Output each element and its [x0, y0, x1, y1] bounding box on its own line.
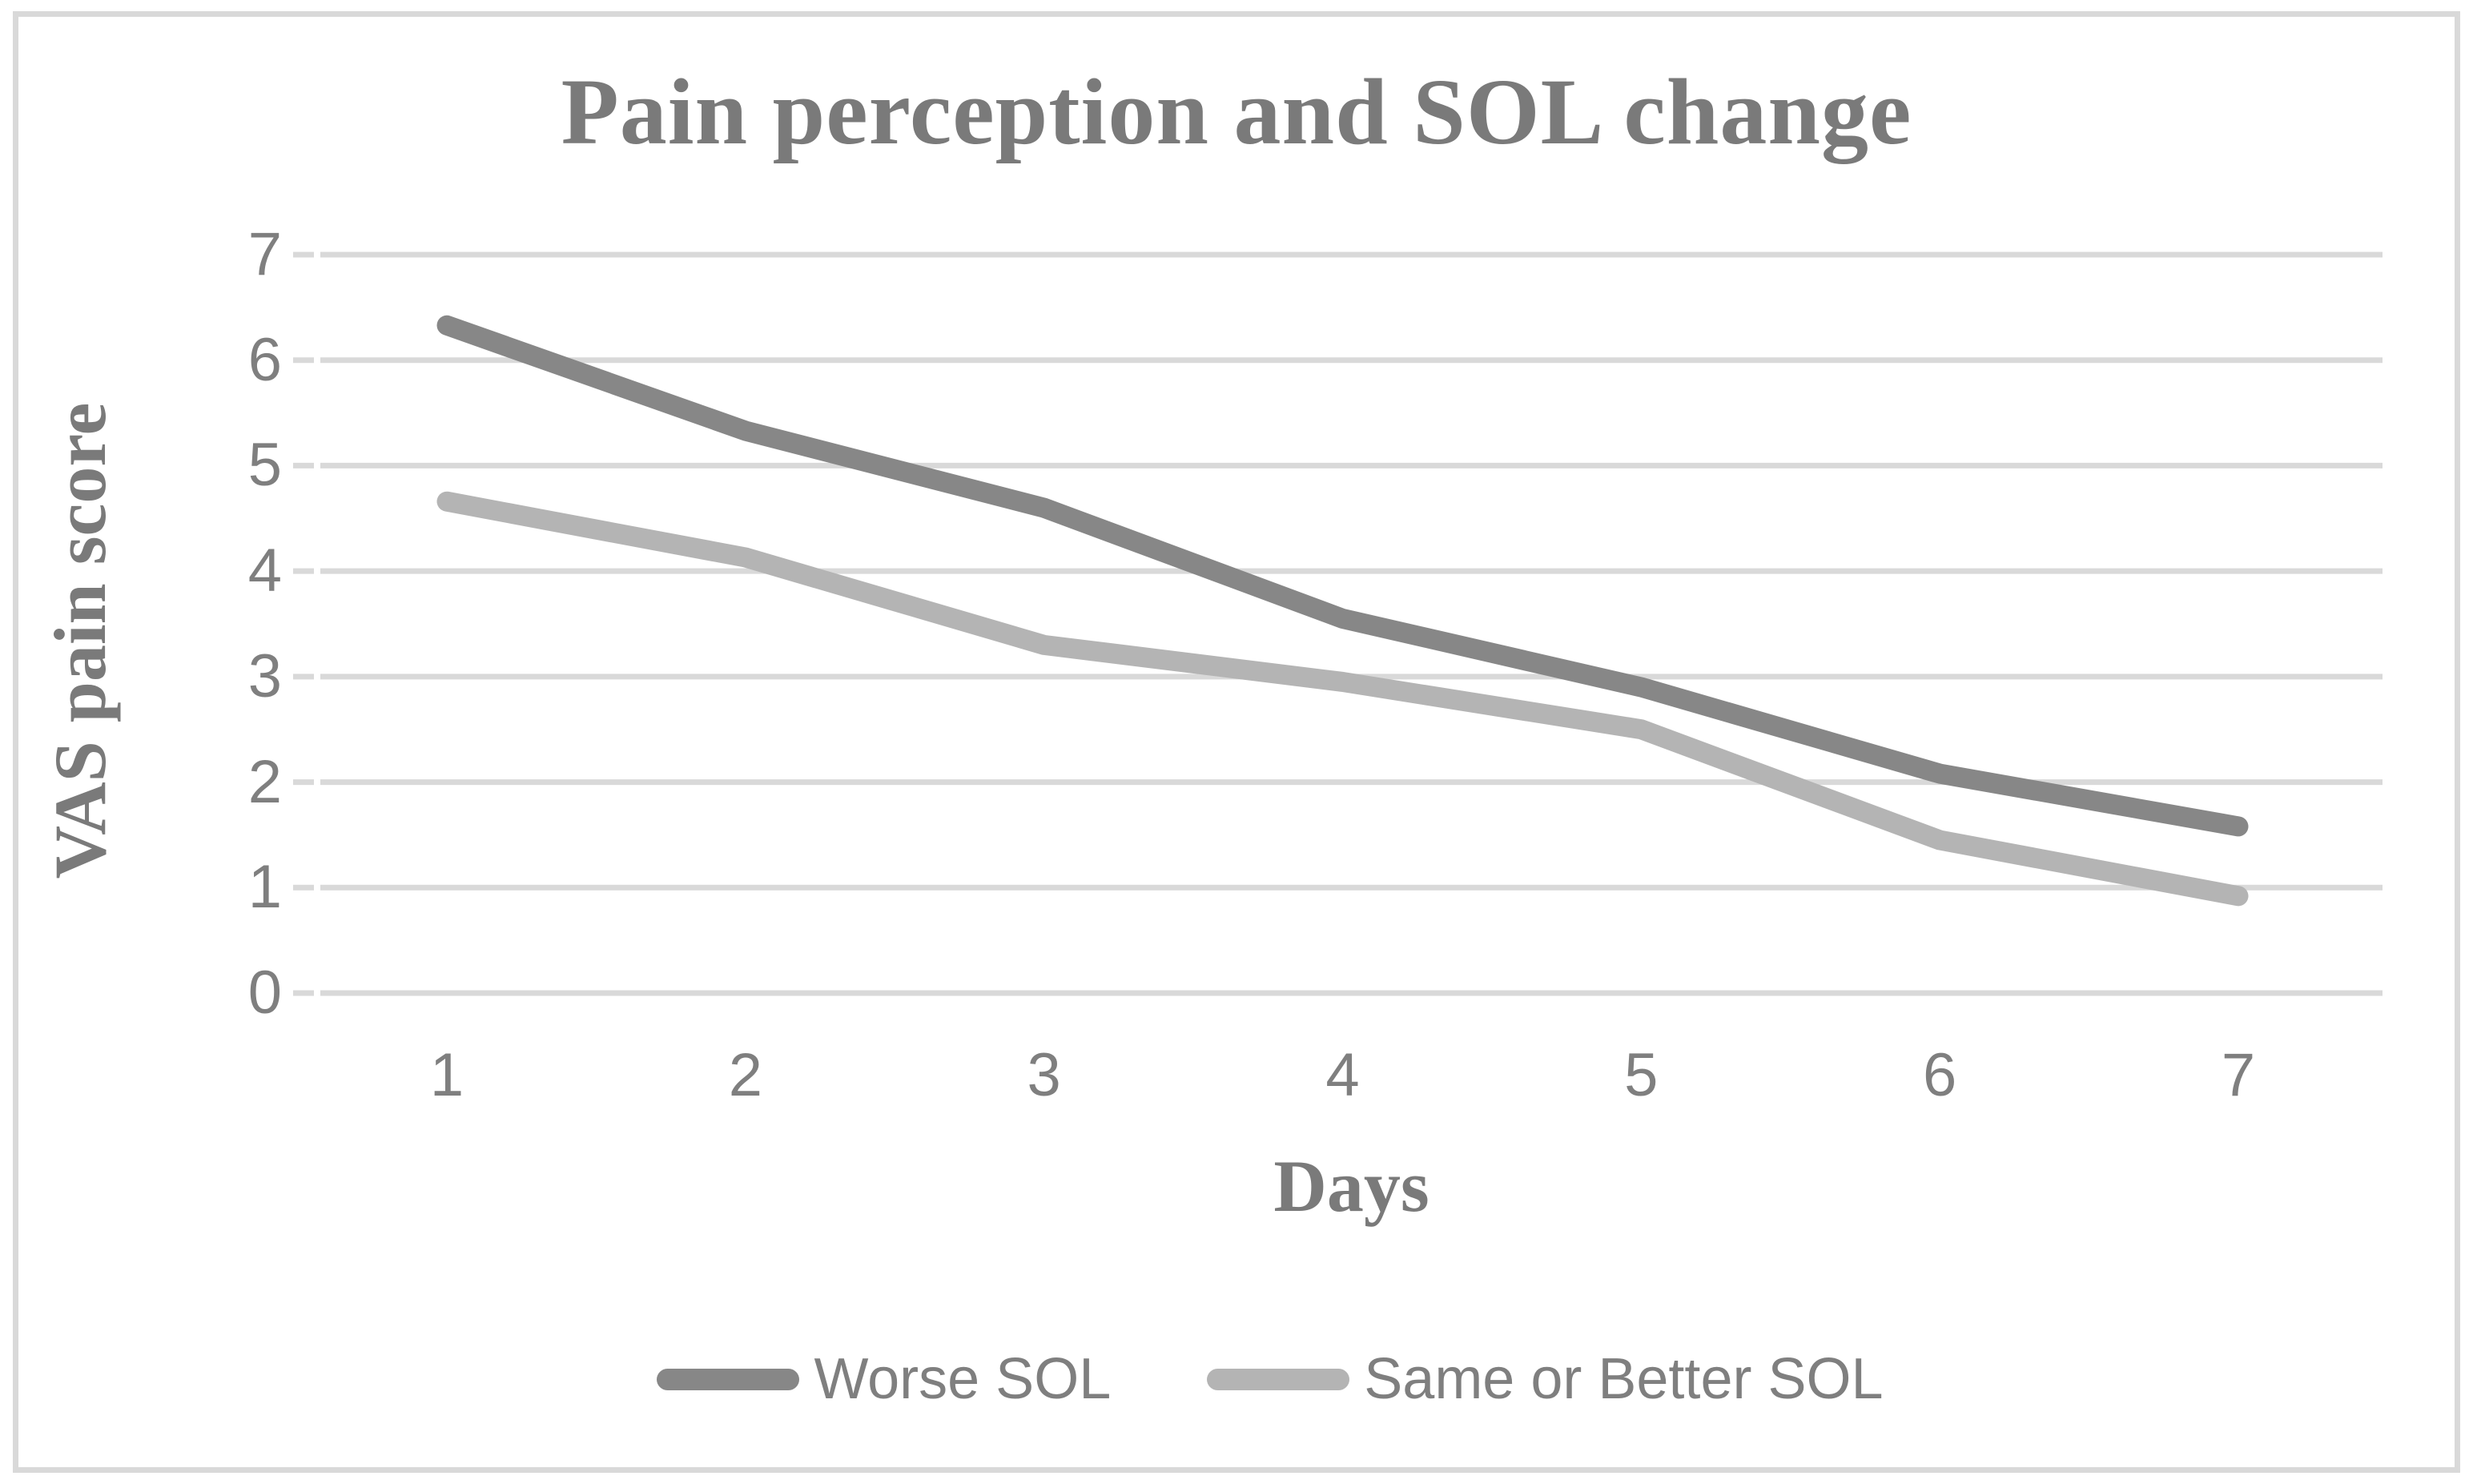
series-line-worse-sol: [436, 315, 2249, 837]
legend: Worse SOL Same or Better SOL: [34, 1331, 2473, 1427]
x-tick-label-1: 1: [429, 1041, 464, 1109]
legend-swatch-worse-sol: [657, 1368, 800, 1390]
y-tick-label-7: 7: [247, 220, 282, 288]
y-tick-label-4: 4: [247, 537, 282, 605]
y-tick-label-1: 1: [247, 853, 282, 922]
x-tick-label-3: 3: [1027, 1041, 1061, 1109]
x-axis-title: Days: [1273, 1145, 1430, 1227]
y-tick-label-2: 2: [247, 747, 282, 816]
x-tick-label-7: 7: [2221, 1041, 2256, 1109]
legend-item-same-or-better-sol: Same or Better SOL: [1207, 1346, 1884, 1412]
x-tick-label-6: 6: [1923, 1041, 1957, 1109]
chart-title: Pain perception and SOL change: [561, 59, 1912, 164]
x-tick-label-2: 2: [728, 1041, 762, 1109]
y-tick-label-5: 5: [247, 431, 282, 500]
y-tick-label-3: 3: [247, 641, 282, 710]
legend-label-same-or-better-sol: Same or Better SOL: [1364, 1347, 1884, 1411]
legend-swatch-same-or-better-sol: [1207, 1368, 1350, 1390]
series-line-same-or-better-sol: [436, 491, 2249, 907]
y-tick-label-6: 6: [247, 325, 282, 394]
legend-label-worse-sol: Worse SOL: [814, 1347, 1112, 1411]
y-tick-label-0: 0: [247, 959, 282, 1027]
x-tick-label-4: 4: [1325, 1041, 1360, 1109]
legend-item-worse-sol: Worse SOL: [657, 1346, 1111, 1412]
y-axis-title: VAS pain score: [39, 402, 121, 879]
figure-border: [13, 11, 2460, 1473]
x-tick-label-5: 5: [1624, 1041, 1659, 1109]
